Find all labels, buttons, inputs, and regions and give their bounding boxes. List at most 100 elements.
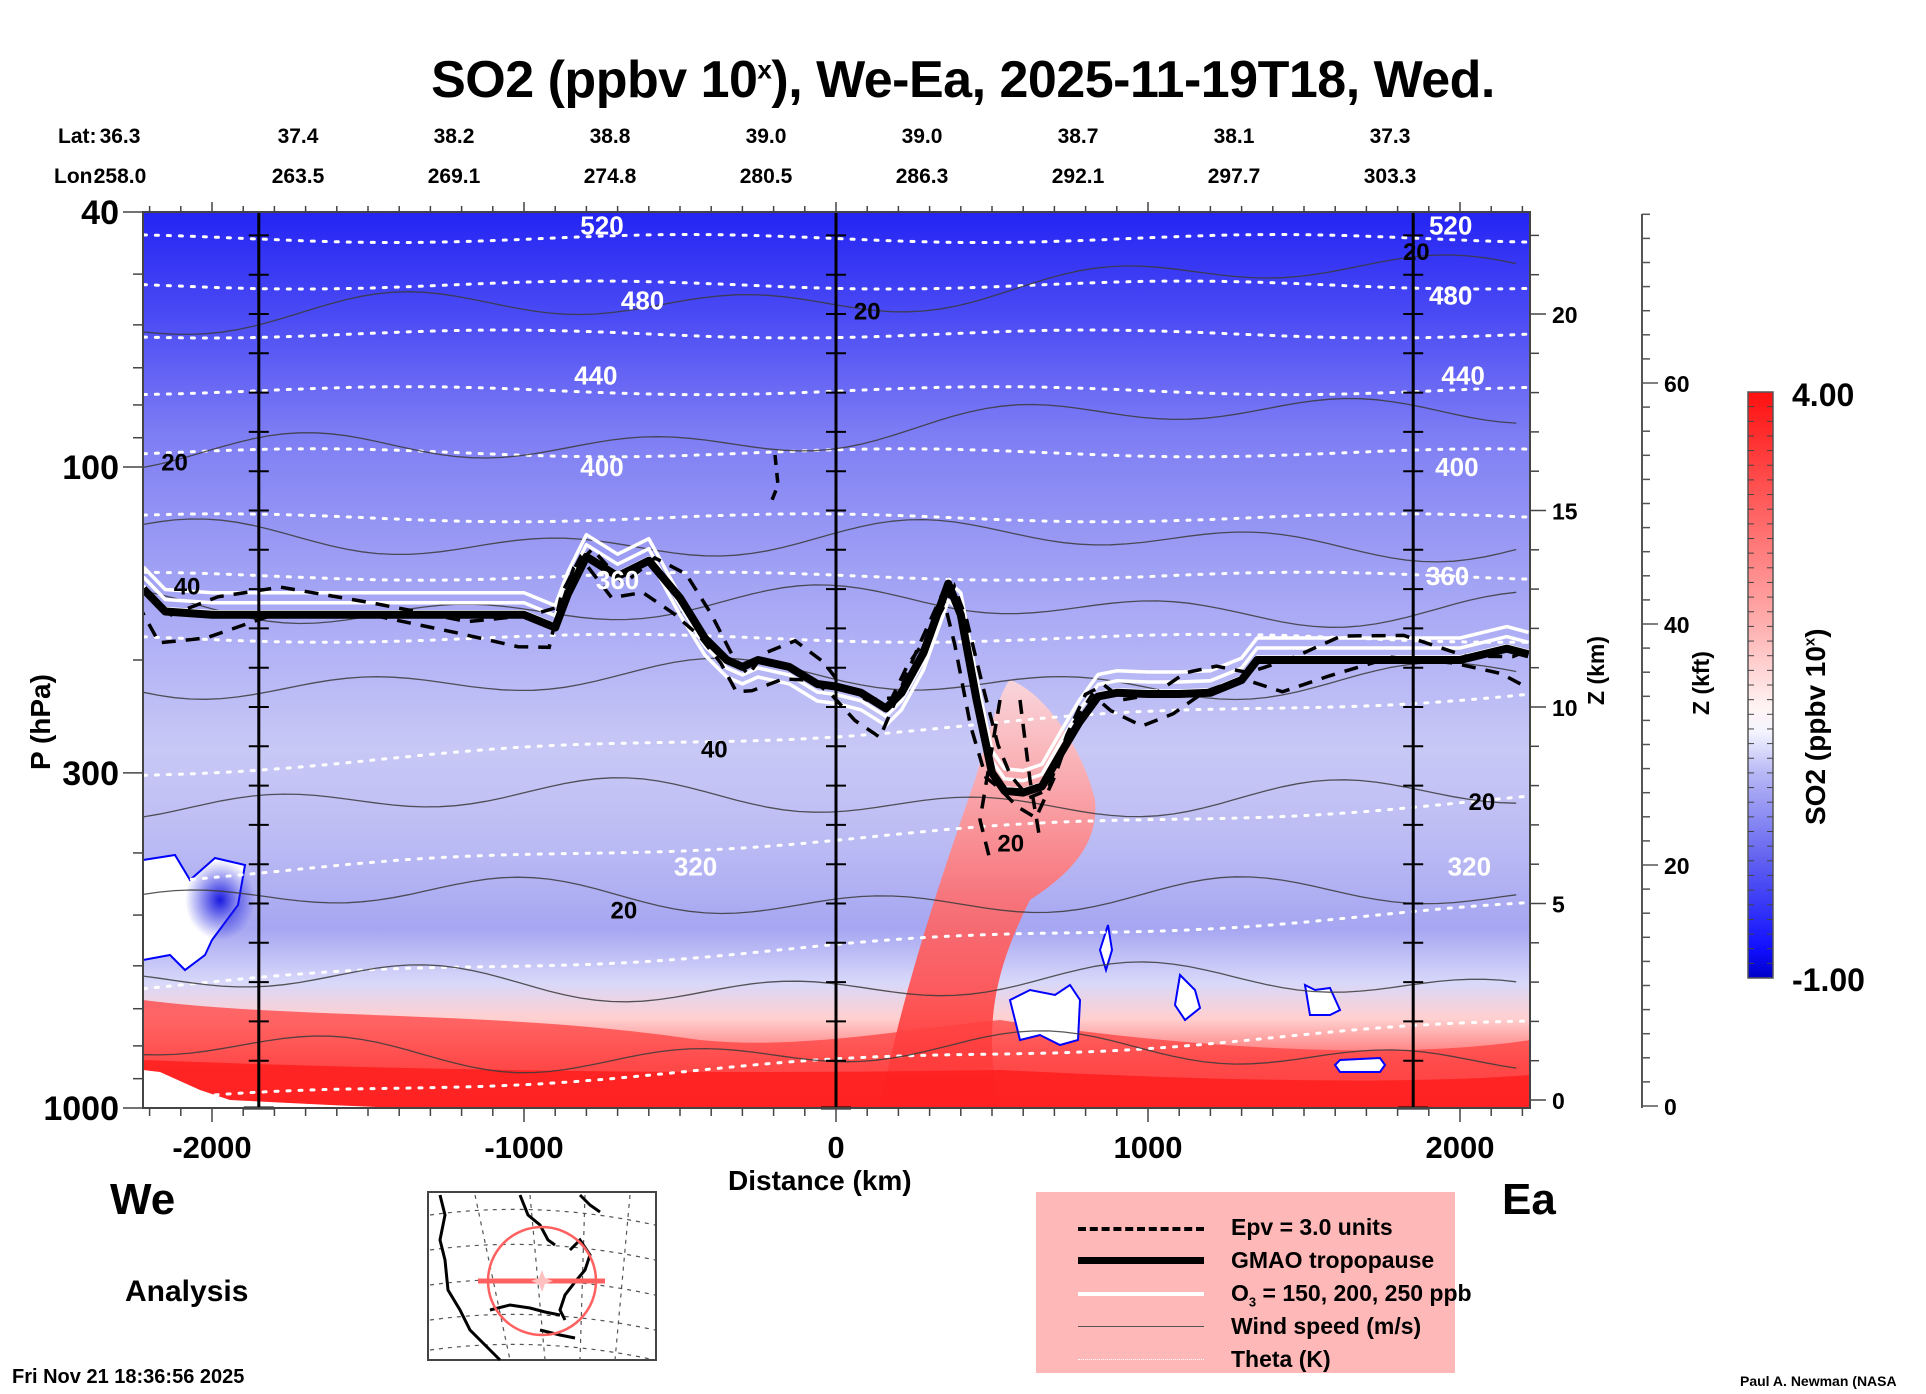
legend-item-wind: Wind speed (m/s) xyxy=(1036,1311,1455,1344)
lat-value: 38.8 xyxy=(589,125,631,148)
epv-contour xyxy=(1018,699,1042,841)
z-kft-tick-label: 60 xyxy=(1664,371,1690,397)
tropopause-line xyxy=(143,552,1530,797)
contour-labels: 520 480 440 400 360 320 520 480 440 400 360 320 20 40… xyxy=(161,211,1495,924)
y-axis-title: P (hPa) xyxy=(25,674,56,770)
x-axis: -2000 -1000 0 1000 2000 xyxy=(148,202,1524,1165)
dashed-line-swatch xyxy=(1078,1227,1204,1231)
lon-value: 280.5 xyxy=(739,165,793,188)
lat-label: Lat: xyxy=(58,125,97,148)
dotted-line-swatch xyxy=(1078,1359,1204,1360)
missing-data-region xyxy=(1173,972,1202,1022)
z-km-axis: 0 5 10 15 20 xyxy=(1530,234,1578,1114)
wind-contour xyxy=(143,657,1517,701)
wind-label: 20 xyxy=(161,449,188,476)
theta-contour xyxy=(143,794,1530,885)
chart-title: SO2 (ppbv 10x), We-Ea, 2025-11-19T18, We… xyxy=(431,51,1495,109)
z-kft-axis-title: Z (kft) xyxy=(1688,651,1714,715)
east-label: Ea xyxy=(1502,1175,1556,1224)
x-tick-label: -2000 xyxy=(172,1130,251,1165)
theta-label: 400 xyxy=(1435,452,1478,482)
y-axis-pressure: 40 100 300 1000 xyxy=(43,194,143,1128)
wind-label: 20 xyxy=(854,299,881,326)
theta-contour xyxy=(143,1019,1530,1103)
theta-label: 520 xyxy=(580,211,623,241)
z-km-tick-label: 10 xyxy=(1552,695,1578,721)
y-tick-label: 300 xyxy=(62,755,119,793)
lat-value: 37.3 xyxy=(1369,125,1411,148)
wind-contour xyxy=(143,397,1517,469)
lon-value: 269.1 xyxy=(427,165,481,188)
lon-value: 303.3 xyxy=(1363,165,1417,188)
x-tick-label: 1000 xyxy=(1114,1130,1183,1165)
epv-contour xyxy=(148,546,1530,800)
theta-label: 400 xyxy=(580,452,623,482)
theta-contour xyxy=(143,279,1530,291)
credit-label: Paul A. Newman (NASA xyxy=(1740,1373,1897,1389)
lat-value: 38.1 xyxy=(1213,125,1255,148)
x-axis-title: Distance (km) xyxy=(728,1165,912,1196)
timestamp: Fri Nov 21 18:36:56 2025 xyxy=(12,1366,245,1388)
theta-label: 360 xyxy=(1426,561,1469,591)
wind-label: 40 xyxy=(174,573,201,600)
lon-value: 274.8 xyxy=(583,165,637,188)
wind-label: 20 xyxy=(997,830,1024,857)
thick-line-swatch xyxy=(1078,1257,1204,1264)
z-kft-tick-label: 40 xyxy=(1664,612,1690,638)
wind-contour xyxy=(143,961,1517,1003)
missing-data-region xyxy=(1008,983,1082,1047)
wind-contour xyxy=(143,518,1517,563)
y-tick-label: 40 xyxy=(81,194,119,232)
theta-label: 480 xyxy=(621,286,664,316)
lat-value: 39.0 xyxy=(901,125,943,148)
lat-value: 36.3 xyxy=(99,125,141,148)
theta-contour xyxy=(143,570,1530,582)
legend: Epv = 3.0 units GMAO tropopause O3 = 150… xyxy=(1036,1192,1472,1373)
missing-data-region xyxy=(1333,1056,1387,1073)
theta-label: 480 xyxy=(1429,281,1472,311)
white-line-swatch xyxy=(1078,1292,1204,1296)
theta-contours xyxy=(143,232,1530,1103)
lon-label: Lon: xyxy=(54,165,100,188)
west-label: We xyxy=(110,1175,176,1224)
wind-contour xyxy=(143,777,1517,818)
thin-line-swatch xyxy=(1078,1326,1204,1327)
y-tick-label: 1000 xyxy=(43,1090,119,1128)
theta-label: 360 xyxy=(596,565,639,595)
legend-item-theta: Theta (K) xyxy=(1036,1344,1455,1377)
wind-contour xyxy=(143,254,1517,336)
theta-contour xyxy=(143,692,1530,777)
z-kft-tick-label: 20 xyxy=(1664,853,1690,879)
x-tick-label: -1000 xyxy=(484,1130,563,1165)
z-kft-tick-label: 0 xyxy=(1664,1094,1677,1120)
colorbar xyxy=(1747,391,1774,979)
lat-value: 38.7 xyxy=(1057,125,1099,148)
z-km-tick-label: 15 xyxy=(1552,499,1578,525)
lat-value: 37.4 xyxy=(277,125,319,148)
lat-value: 39.0 xyxy=(745,125,787,148)
wind-label: 40 xyxy=(701,737,728,764)
lon-value: 258.0 xyxy=(93,165,147,188)
theta-contour xyxy=(143,385,1530,397)
lat-value: 38.2 xyxy=(433,125,475,148)
x-tick-label: 0 xyxy=(827,1130,844,1165)
legend-item-ozone: O3 = 150, 200, 250 ppb xyxy=(1036,1278,1472,1311)
lon-value: 263.5 xyxy=(271,165,325,188)
theta-label: 440 xyxy=(574,361,617,391)
wind-contour xyxy=(143,876,1517,915)
z-km-tick-label: 20 xyxy=(1552,302,1578,328)
colorbar-title: SO2 (ppbv 10x) xyxy=(1800,628,1831,825)
z-kft-axis: 0 20 40 60 xyxy=(1641,213,1690,1120)
wind-label: 20 xyxy=(1403,239,1430,266)
analysis-label: Analysis xyxy=(125,1275,249,1308)
y-tick-label: 100 xyxy=(62,449,119,487)
colorbar-max-label: 4.00 xyxy=(1792,377,1855,413)
theta-contour xyxy=(143,328,1530,340)
lon-value: 297.7 xyxy=(1207,165,1261,188)
wind-label: 20 xyxy=(1468,789,1495,816)
location-map-inset xyxy=(427,1191,657,1362)
map-coastlines xyxy=(438,1193,601,1362)
legend-item-tropopause: GMAO tropopause xyxy=(1036,1245,1455,1278)
theta-label: 320 xyxy=(1448,852,1491,882)
